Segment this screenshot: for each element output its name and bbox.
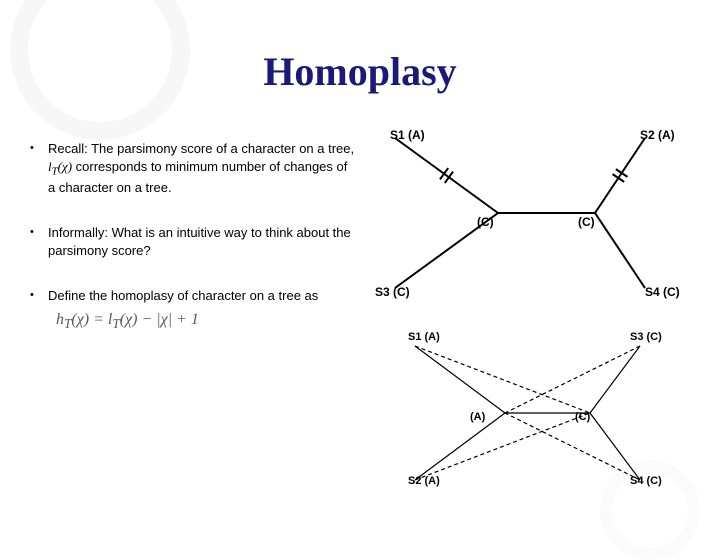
leaf-label-s2: S2 (A) — [640, 128, 675, 142]
bullet-text: Recall: The parsimony score of a charact… — [48, 140, 355, 196]
tree-diagram-bottom: S1 (A) S3 (C) S2 (A) S4 (C) (A) (C) — [390, 335, 690, 490]
tree-svg — [370, 130, 705, 300]
list-item: • Informally: What is an intuitive way t… — [30, 224, 355, 259]
leaf-label-s4: S4 (C) — [630, 475, 662, 487]
bullet-list: • Recall: The parsimony score of a chara… — [30, 140, 355, 332]
leaf-label-s1: S1 (A) — [408, 331, 440, 343]
list-item: • Recall: The parsimony score of a chara… — [30, 140, 355, 196]
page-title: Homoplasy — [0, 48, 720, 95]
leaf-label-s3: S3 (C) — [375, 285, 410, 299]
internal-label-left: (C) — [477, 215, 494, 229]
internal-label-right: (C) — [578, 215, 595, 229]
inline-formula: lT(χ) — [48, 159, 72, 174]
internal-label-right: (C) — [575, 411, 590, 423]
internal-label-left: (A) — [470, 411, 485, 423]
bullet-icon: • — [30, 287, 48, 305]
leaf-label-s4: S4 (C) — [645, 285, 680, 299]
leaf-label-s1: S1 (A) — [390, 128, 425, 142]
bullet-text: Define the homoplasy of character on a t… — [48, 287, 355, 305]
bullet-text: Informally: What is an intuitive way to … — [48, 224, 355, 259]
bullet-pre: Recall: The parsimony score of a charact… — [48, 141, 354, 156]
bullet-icon: • — [30, 140, 48, 196]
list-item: • Define the homoplasy of character on a… — [30, 287, 355, 305]
leaf-label-s3: S3 (C) — [630, 331, 662, 343]
bullet-post: corresponds to minimum number of changes… — [48, 159, 347, 195]
bullet-icon: • — [30, 224, 48, 259]
homoplasy-equation: hT(χ) = lT(χ) − |χ| + 1 — [56, 311, 355, 332]
leaf-label-s2: S2 (A) — [408, 475, 440, 487]
tree-svg-dashed — [390, 335, 690, 490]
tree-diagram-top: S1 (A) S2 (A) S3 (C) S4 (C) (C) (C) — [370, 130, 705, 300]
